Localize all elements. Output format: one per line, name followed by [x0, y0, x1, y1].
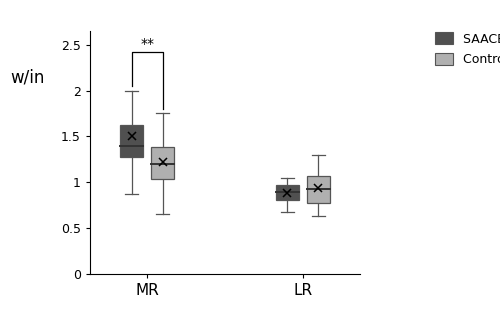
Text: w/in: w/in [10, 68, 44, 86]
Bar [120, 125, 143, 156]
Text: **: ** [140, 37, 154, 51]
Bar [152, 147, 174, 179]
Bar [276, 185, 298, 201]
Bar [307, 176, 330, 203]
Legend: SAACE group, Control group: SAACE group, Control group [436, 32, 500, 67]
